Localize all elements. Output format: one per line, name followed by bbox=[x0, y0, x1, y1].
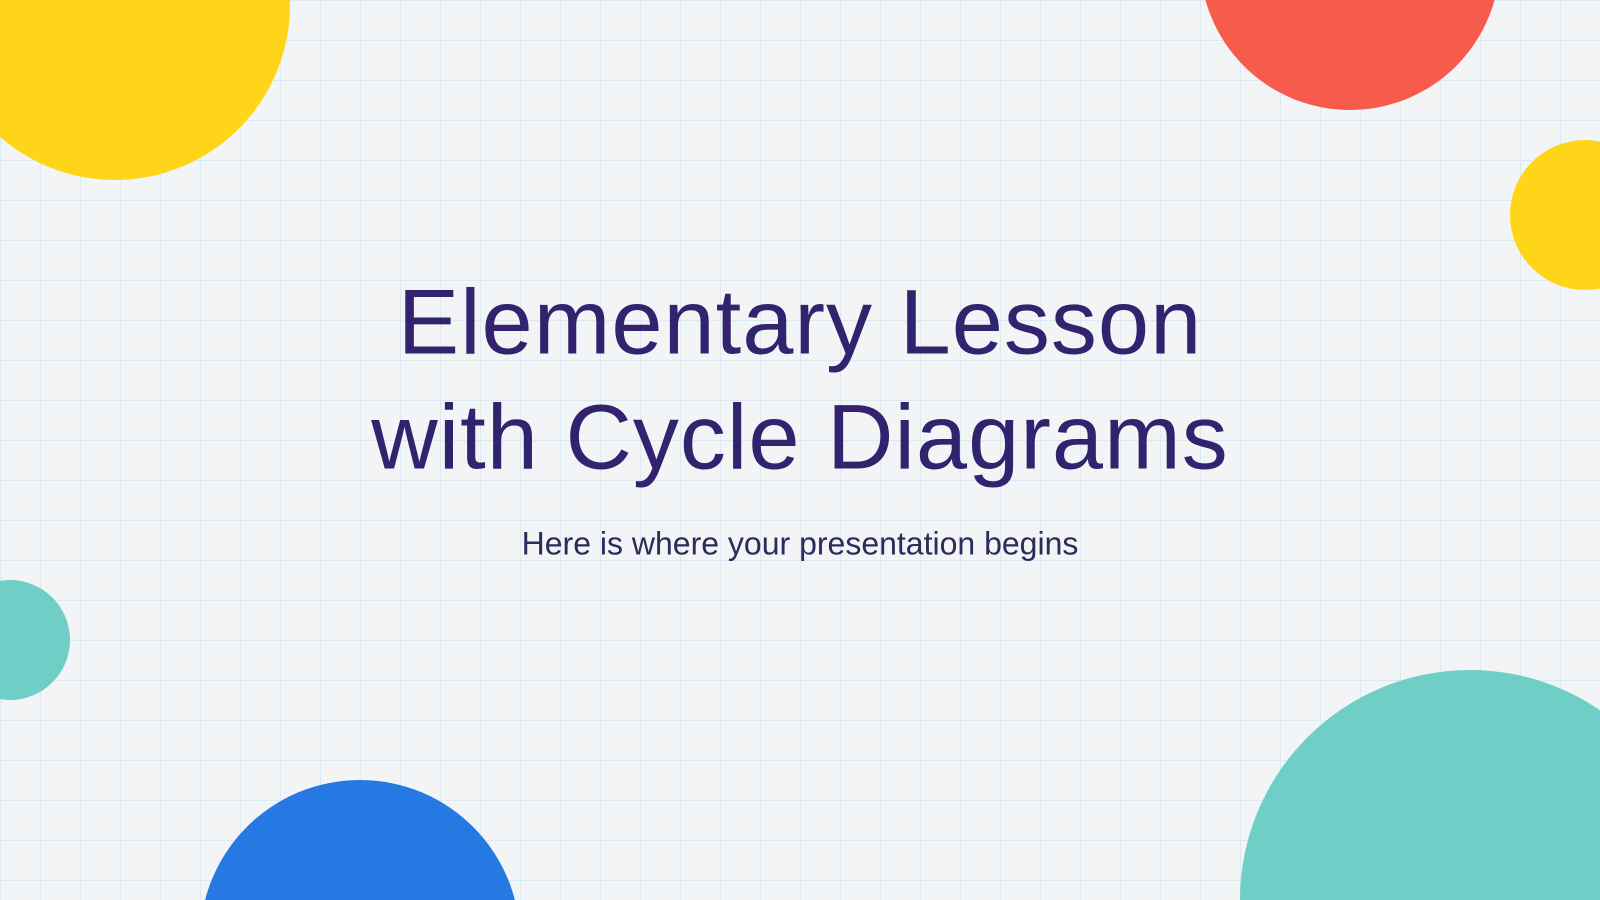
decorative-circle-blue-bottomleft bbox=[200, 780, 520, 900]
slide-content: Elementary Lesson with Cycle Diagrams He… bbox=[80, 266, 1520, 563]
title-line-1: Elementary Lesson bbox=[398, 272, 1203, 374]
title-line-2: with Cycle Diagrams bbox=[371, 387, 1228, 489]
decorative-circle-yellow-topleft bbox=[0, 0, 290, 180]
presentation-slide: Elementary Lesson with Cycle Diagrams He… bbox=[0, 0, 1600, 900]
decorative-circle-teal-bottomright bbox=[1240, 670, 1600, 900]
decorative-circle-red-topright bbox=[1200, 0, 1500, 110]
decorative-circle-teal-left bbox=[0, 580, 70, 700]
slide-title: Elementary Lesson with Cycle Diagrams bbox=[80, 266, 1520, 496]
decorative-circle-yellow-right bbox=[1510, 140, 1600, 290]
slide-subtitle: Here is where your presentation begins bbox=[80, 526, 1520, 563]
